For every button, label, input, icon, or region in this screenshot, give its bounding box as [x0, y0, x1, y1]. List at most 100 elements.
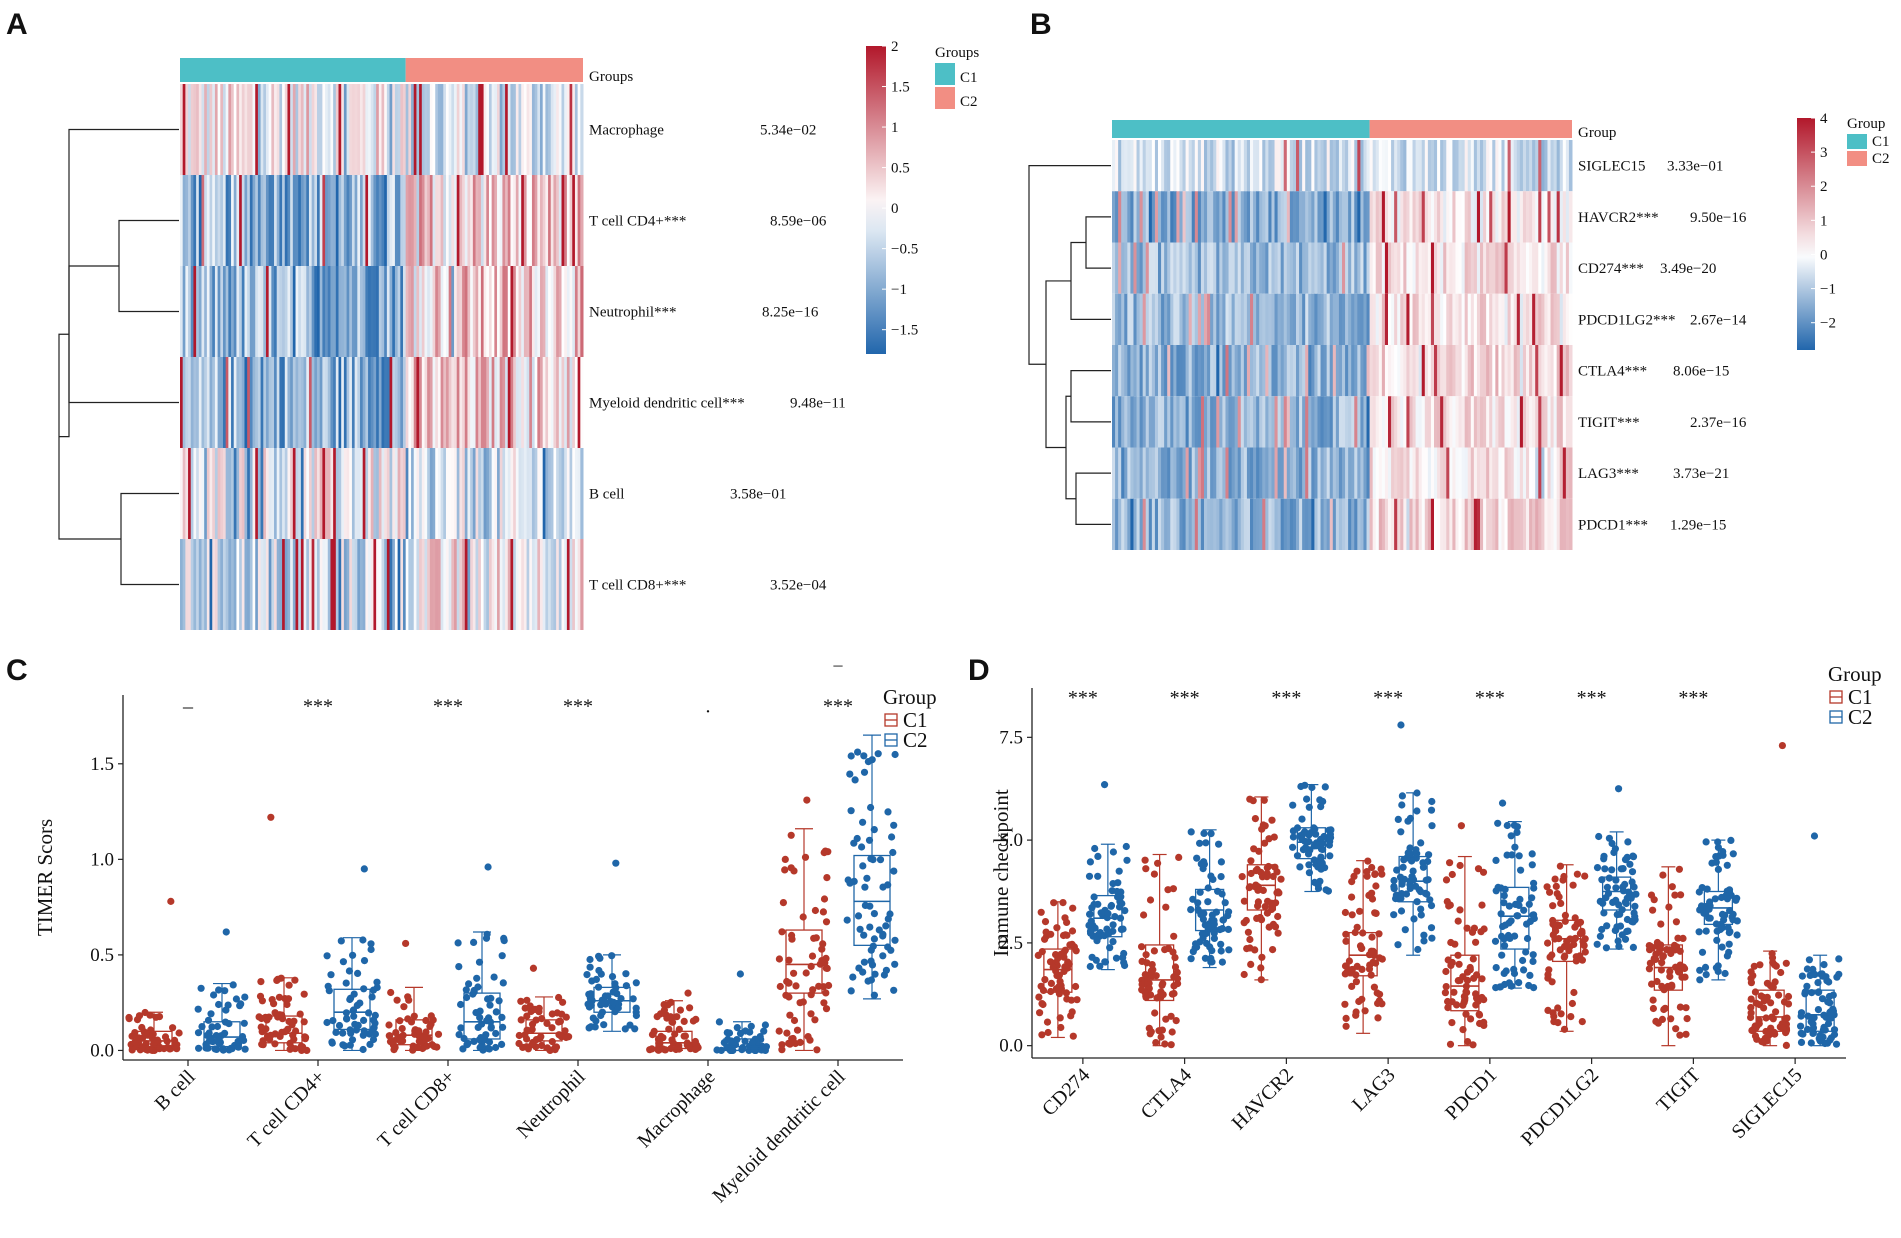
data-point: [1240, 970, 1248, 979]
data-point: [555, 993, 563, 1002]
data-point: [1528, 861, 1536, 869]
heatmap-cell: [1148, 498, 1153, 550]
heatmap-cell: [1185, 447, 1190, 499]
heatmap-cell: [1182, 345, 1187, 397]
heatmap-cell: [1391, 498, 1395, 550]
heatmap-cell: [1124, 293, 1128, 345]
x-tick-label: LAG3: [1348, 1064, 1400, 1116]
heatmap-cell: [1253, 242, 1257, 294]
box-iqr: [1805, 989, 1835, 1032]
heatmap-cell: [1145, 447, 1150, 499]
heatmap-cell: [1397, 293, 1401, 345]
heatmap-row: [180, 266, 584, 357]
box-iqr: [1296, 827, 1327, 860]
heatmap-cell: [311, 448, 315, 539]
data-point: [1543, 883, 1551, 891]
heatmap-cell: [1345, 242, 1349, 294]
heatmap-cell: [1406, 345, 1410, 397]
data-point: [1492, 856, 1500, 865]
heatmap-cell: [1115, 242, 1119, 294]
data-point: [856, 925, 864, 933]
data-point: [470, 938, 478, 947]
heatmap-cell: [1305, 396, 1309, 448]
heatmap-cell: [445, 175, 450, 266]
heatmap-cell: [416, 448, 420, 539]
row-pvalue: 3.73e−21: [1673, 466, 1729, 482]
heatmap-cell: [1299, 396, 1303, 448]
heatmap-cell: [467, 84, 471, 175]
heatmap-cell: [1391, 293, 1395, 345]
heatmap-cell: [1268, 345, 1272, 397]
data-point: [1605, 874, 1613, 882]
y-tick-label: 0.5: [90, 945, 114, 966]
heatmap-cell: [1124, 345, 1128, 397]
data-point: [1701, 963, 1710, 972]
data-point: [1068, 1008, 1076, 1016]
data-point: [792, 982, 800, 990]
heatmap-cell: [1507, 396, 1512, 448]
heatmap-cell: [1363, 140, 1368, 192]
heatmap-cell: [201, 175, 205, 266]
heatmap-cell: [1412, 396, 1417, 448]
heatmap-cell: [1338, 140, 1343, 192]
heatmap-row: [180, 448, 584, 539]
heatmap-cell: [1323, 396, 1328, 448]
data-point: [156, 1043, 164, 1051]
data-point: [1648, 980, 1656, 988]
data-point: [691, 1045, 700, 1053]
heatmap-cell: [397, 539, 401, 630]
heatmap-cell: [1182, 396, 1187, 448]
heatmap-cell: [561, 266, 565, 357]
heatmap-cell: [325, 266, 329, 357]
data-point: [843, 916, 851, 924]
heatmap-cell: [1559, 191, 1564, 243]
heatmap-cell: [1219, 191, 1223, 243]
heatmap-cell: [1167, 498, 1171, 550]
heatmap-cell: [1489, 191, 1493, 243]
heatmap-cell: [322, 448, 326, 539]
heatmap-cell: [300, 266, 305, 357]
heatmap-cell: [231, 357, 235, 448]
heatmap-cell: [349, 175, 353, 266]
data-point: [1619, 865, 1627, 873]
heatmap-cell: [1348, 498, 1352, 550]
heatmap-cell: [1486, 140, 1490, 192]
heatmap-cell: [397, 84, 401, 175]
heatmap-cell: [368, 266, 372, 357]
heatmap-cell: [432, 357, 436, 448]
heatmap-cell: [185, 539, 189, 630]
data-point: [811, 906, 820, 915]
heatmap-cell: [556, 84, 560, 175]
heatmap-cell: [1498, 242, 1502, 294]
heatmap-cell: [231, 448, 235, 539]
heatmap-cell: [494, 84, 498, 175]
heatmap-cell: [386, 84, 391, 175]
heatmap-cell: [1409, 498, 1414, 550]
heatmap-cell: [263, 175, 267, 266]
data-point: [1463, 976, 1472, 985]
data-point: [887, 946, 895, 954]
heatmap-cell: [1553, 345, 1558, 397]
heatmap-cell: [1449, 191, 1453, 243]
heatmap-cell: [1292, 447, 1297, 499]
data-point: [671, 1030, 679, 1038]
data-point: [1427, 806, 1436, 814]
box-c2: [1797, 832, 1843, 1048]
heatmap-cell: [1139, 293, 1144, 345]
heatmap-cell: [260, 266, 264, 357]
data-point: [1546, 888, 1554, 896]
heatmap-cell: [1216, 345, 1220, 397]
box-c1: [1034, 899, 1081, 1040]
heatmap-cell: [1335, 293, 1340, 345]
data-point: [359, 1045, 367, 1054]
heatmap-cell: [534, 539, 538, 630]
heatmap-cell: [1421, 396, 1426, 448]
heatmap-cell: [1216, 140, 1220, 192]
row-pvalue: 9.50e−16: [1690, 210, 1747, 226]
heatmap-cell: [1565, 498, 1570, 550]
heatmap-cell: [1329, 242, 1334, 294]
data-point: [1444, 956, 1452, 964]
data-point: [300, 990, 308, 998]
data-point: [1446, 1040, 1455, 1048]
